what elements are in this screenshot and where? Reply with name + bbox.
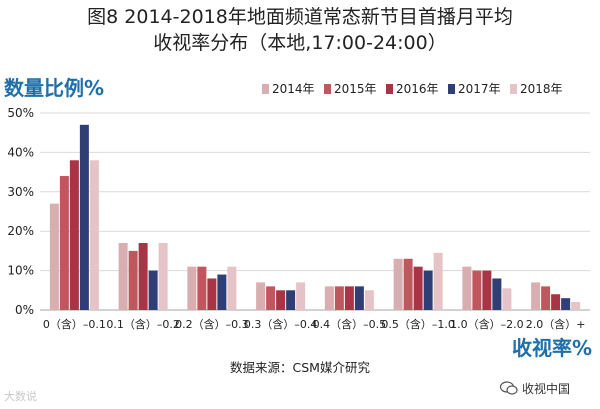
bar [462, 266, 472, 310]
x-axis-label: 收视率% [512, 336, 592, 360]
chart-title: 图8 2014-2018年地面频道常态新节目首播月平均 收视率分布（本地,17:… [0, 4, 600, 56]
wechat-icon [500, 381, 518, 395]
bar [492, 278, 502, 310]
bar [138, 243, 148, 310]
bar [393, 258, 403, 310]
bar [59, 176, 69, 310]
watermark-right: 收视中国 [500, 380, 570, 397]
bar [364, 290, 374, 310]
legend-swatch [386, 84, 393, 94]
bar [158, 243, 168, 310]
bar [286, 290, 296, 310]
bar [148, 270, 158, 310]
bar [551, 294, 561, 310]
bar [571, 302, 581, 310]
bar [79, 124, 89, 310]
bar [354, 286, 364, 310]
legend-label: 2016年 [396, 82, 439, 96]
bar [423, 270, 433, 310]
legend-label: 2014年 [272, 82, 315, 96]
bar [266, 286, 276, 310]
legend-swatch [324, 84, 331, 94]
x-tick-label: 0（含）–0.1 [43, 317, 106, 331]
bar [49, 203, 59, 310]
x-tick-label: 0.4（含）–0.5 [313, 317, 387, 331]
bar [89, 160, 99, 310]
x-tick-label: 0.1（含）–0.2 [106, 317, 180, 331]
x-tick-label: 0.3（含）–0.4 [244, 317, 318, 331]
bar [324, 286, 334, 310]
bar [276, 290, 286, 310]
bar [482, 270, 492, 310]
bar [541, 286, 551, 310]
y-tick-label: 40% [7, 145, 34, 159]
bar [227, 266, 237, 310]
y-tick-label: 50% [7, 106, 34, 120]
bar [502, 288, 512, 310]
x-tick-label: 2.0（含）+ [526, 317, 586, 331]
legend-swatch [510, 84, 517, 94]
bar [561, 298, 571, 310]
title-line-2: 收视率分布（本地,17:00-24:00） [153, 32, 447, 54]
y-tick-label: 10% [7, 264, 34, 278]
watermark-left: 大数说 [4, 390, 37, 403]
legend-label: 2017年 [458, 82, 501, 96]
bar [403, 258, 413, 310]
bar [433, 252, 443, 310]
data-source: 数据来源：CSM媒介研究 [230, 360, 370, 375]
x-tick-label: 0.2（含）–0.3 [175, 317, 249, 331]
bar [217, 274, 227, 310]
legend-label: 2015年 [334, 82, 377, 96]
x-tick-label: 0.5（含）–1.0 [381, 317, 455, 331]
bar [413, 266, 423, 310]
bar [344, 286, 354, 310]
bar [334, 286, 344, 310]
bar [256, 282, 266, 310]
bar [207, 278, 217, 310]
y-tick-label: 30% [7, 185, 34, 199]
bar [128, 250, 138, 310]
bar [187, 266, 197, 310]
bar [69, 160, 79, 310]
title-line-1: 图8 2014-2018年地面频道常态新节目首播月平均 [87, 6, 513, 28]
legend-swatch [448, 84, 455, 94]
bar [296, 282, 306, 310]
bar [531, 282, 541, 310]
watermark-right-label: 收视中国 [522, 382, 571, 396]
bar [472, 270, 482, 310]
legend-swatch [262, 84, 269, 94]
y-tick-label: 20% [7, 224, 34, 238]
x-tick-label: 1.0（含）–2.0 [450, 317, 524, 331]
y-axis-label: 数量比例% [4, 76, 104, 100]
bar [118, 243, 128, 310]
legend-label: 2018年 [520, 82, 563, 96]
bar [197, 266, 207, 310]
y-tick-label: 0% [15, 303, 34, 317]
